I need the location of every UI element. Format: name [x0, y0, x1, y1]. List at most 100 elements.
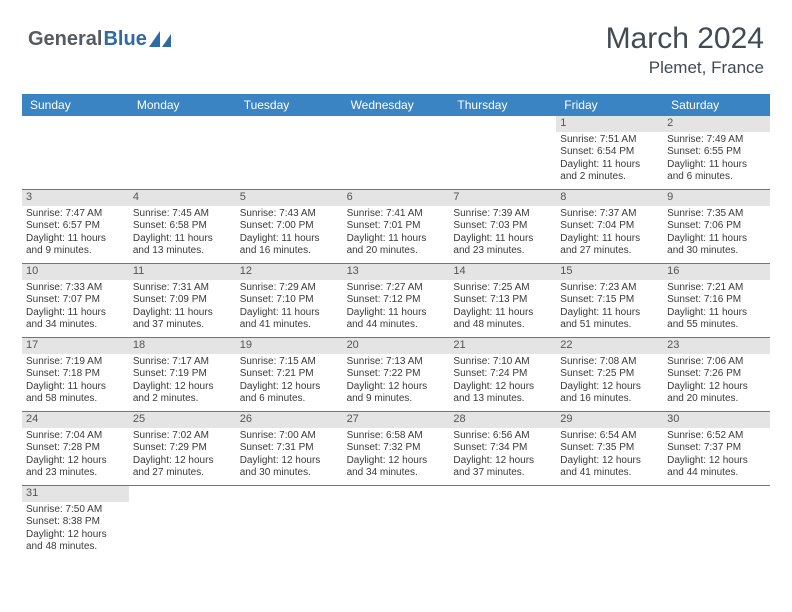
calendar-cell: 16Sunrise: 7:21 AMSunset: 7:16 PMDayligh…: [663, 264, 770, 338]
day-number-bar: 30: [663, 412, 770, 428]
calendar-cell: 26Sunrise: 7:00 AMSunset: 7:31 PMDayligh…: [236, 412, 343, 486]
day-number-bar: 11: [129, 264, 236, 280]
day-number-bar: 18: [129, 338, 236, 354]
sunset-text: Sunset: 7:28 PM: [26, 442, 125, 455]
daylight-line2: and 34 minutes.: [347, 467, 446, 480]
daylight-line2: and 48 minutes.: [26, 541, 125, 554]
calendar-cell: 2Sunrise: 7:49 AMSunset: 6:55 PMDaylight…: [663, 116, 770, 190]
daylight-line1: Daylight: 12 hours: [240, 381, 339, 394]
calendar-cell: 20Sunrise: 7:13 AMSunset: 7:22 PMDayligh…: [343, 338, 450, 412]
sunset-text: Sunset: 7:24 PM: [453, 368, 552, 381]
day-number-bar: 24: [22, 412, 129, 428]
sunset-text: Sunset: 7:35 PM: [560, 442, 659, 455]
sunrise-text: Sunrise: 7:06 AM: [667, 356, 766, 369]
day-number-bar: 5: [236, 190, 343, 206]
calendar-cell: 13Sunrise: 7:27 AMSunset: 7:12 PMDayligh…: [343, 264, 450, 338]
calendar-cell-empty: [449, 116, 556, 190]
daylight-line2: and 41 minutes.: [560, 467, 659, 480]
day-number-bar: 28: [449, 412, 556, 428]
sunset-text: Sunset: 7:26 PM: [667, 368, 766, 381]
weekday-label: Friday: [556, 94, 663, 116]
sunset-text: Sunset: 7:34 PM: [453, 442, 552, 455]
daylight-line1: Daylight: 12 hours: [133, 455, 232, 468]
sunset-text: Sunset: 7:00 PM: [240, 220, 339, 233]
daylight-line1: Daylight: 11 hours: [347, 233, 446, 246]
daylight-line1: Daylight: 11 hours: [453, 307, 552, 320]
sunrise-text: Sunrise: 7:17 AM: [133, 356, 232, 369]
month-title: March 2024: [606, 22, 764, 56]
sunset-text: Sunset: 6:54 PM: [560, 146, 659, 159]
day-number-bar: 17: [22, 338, 129, 354]
day-number: 1: [560, 117, 566, 129]
daylight-line2: and 34 minutes.: [26, 319, 125, 332]
calendar-grid: 1Sunrise: 7:51 AMSunset: 6:54 PMDaylight…: [22, 116, 770, 560]
calendar-cell-empty: [663, 486, 770, 560]
day-number: 4: [133, 191, 139, 203]
sunrise-text: Sunrise: 7:41 AM: [347, 208, 446, 221]
day-number-bar: 10: [22, 264, 129, 280]
weekday-label: Saturday: [663, 94, 770, 116]
sunset-text: Sunset: 8:38 PM: [26, 516, 125, 529]
sunset-text: Sunset: 7:13 PM: [453, 294, 552, 307]
sunrise-text: Sunrise: 7:27 AM: [347, 282, 446, 295]
day-number-bar: 1: [556, 116, 663, 132]
daylight-line2: and 23 minutes.: [453, 245, 552, 258]
sunrise-text: Sunrise: 7:04 AM: [26, 430, 125, 443]
daylight-line2: and 30 minutes.: [240, 467, 339, 480]
day-number: 3: [26, 191, 32, 203]
calendar-cell: 17Sunrise: 7:19 AMSunset: 7:18 PMDayligh…: [22, 338, 129, 412]
sunrise-text: Sunrise: 7:39 AM: [453, 208, 552, 221]
sunrise-text: Sunrise: 6:52 AM: [667, 430, 766, 443]
sunrise-text: Sunrise: 7:13 AM: [347, 356, 446, 369]
daylight-line1: Daylight: 11 hours: [26, 233, 125, 246]
sunrise-text: Sunrise: 7:00 AM: [240, 430, 339, 443]
daylight-line1: Daylight: 11 hours: [667, 159, 766, 172]
day-number: 2: [667, 117, 673, 129]
daylight-line2: and 37 minutes.: [453, 467, 552, 480]
sunset-text: Sunset: 7:01 PM: [347, 220, 446, 233]
sunrise-text: Sunrise: 7:08 AM: [560, 356, 659, 369]
daylight-line2: and 27 minutes.: [560, 245, 659, 258]
calendar-cell: 7Sunrise: 7:39 AMSunset: 7:03 PMDaylight…: [449, 190, 556, 264]
day-number-bar: 2: [663, 116, 770, 132]
sunrise-text: Sunrise: 7:50 AM: [26, 504, 125, 517]
day-number-bar: 9: [663, 190, 770, 206]
calendar: SundayMondayTuesdayWednesdayThursdayFrid…: [22, 94, 770, 560]
calendar-cell-empty: [556, 486, 663, 560]
daylight-line1: Daylight: 12 hours: [667, 455, 766, 468]
calendar-cell: 18Sunrise: 7:17 AMSunset: 7:19 PMDayligh…: [129, 338, 236, 412]
calendar-cell-empty: [343, 486, 450, 560]
sunrise-text: Sunrise: 7:02 AM: [133, 430, 232, 443]
daylight-line2: and 16 minutes.: [240, 245, 339, 258]
daylight-line1: Daylight: 11 hours: [26, 381, 125, 394]
day-number-bar: 26: [236, 412, 343, 428]
sunset-text: Sunset: 7:16 PM: [667, 294, 766, 307]
daylight-line2: and 44 minutes.: [347, 319, 446, 332]
sunrise-text: Sunrise: 7:35 AM: [667, 208, 766, 221]
sunset-text: Sunset: 7:10 PM: [240, 294, 339, 307]
day-number-bar: 25: [129, 412, 236, 428]
sunset-text: Sunset: 7:06 PM: [667, 220, 766, 233]
sunrise-text: Sunrise: 7:21 AM: [667, 282, 766, 295]
weekday-label: Wednesday: [343, 94, 450, 116]
day-number-bar: 20: [343, 338, 450, 354]
day-number: 6: [347, 191, 353, 203]
daylight-line1: Daylight: 11 hours: [453, 233, 552, 246]
sunset-text: Sunset: 7:22 PM: [347, 368, 446, 381]
weekday-label: Monday: [129, 94, 236, 116]
daylight-line1: Daylight: 12 hours: [26, 529, 125, 542]
calendar-cell: 1Sunrise: 7:51 AMSunset: 6:54 PMDaylight…: [556, 116, 663, 190]
day-number-bar: 7: [449, 190, 556, 206]
sunrise-text: Sunrise: 7:49 AM: [667, 134, 766, 147]
daylight-line2: and 51 minutes.: [560, 319, 659, 332]
sunset-text: Sunset: 6:58 PM: [133, 220, 232, 233]
day-number: 13: [347, 265, 359, 277]
day-number-bar: 21: [449, 338, 556, 354]
sunrise-text: Sunrise: 7:23 AM: [560, 282, 659, 295]
calendar-cell: 24Sunrise: 7:04 AMSunset: 7:28 PMDayligh…: [22, 412, 129, 486]
day-number-bar: 31: [22, 486, 129, 502]
daylight-line2: and 6 minutes.: [240, 393, 339, 406]
calendar-cell-empty: [129, 486, 236, 560]
calendar-cell: 14Sunrise: 7:25 AMSunset: 7:13 PMDayligh…: [449, 264, 556, 338]
brand-part1: General: [28, 28, 102, 51]
